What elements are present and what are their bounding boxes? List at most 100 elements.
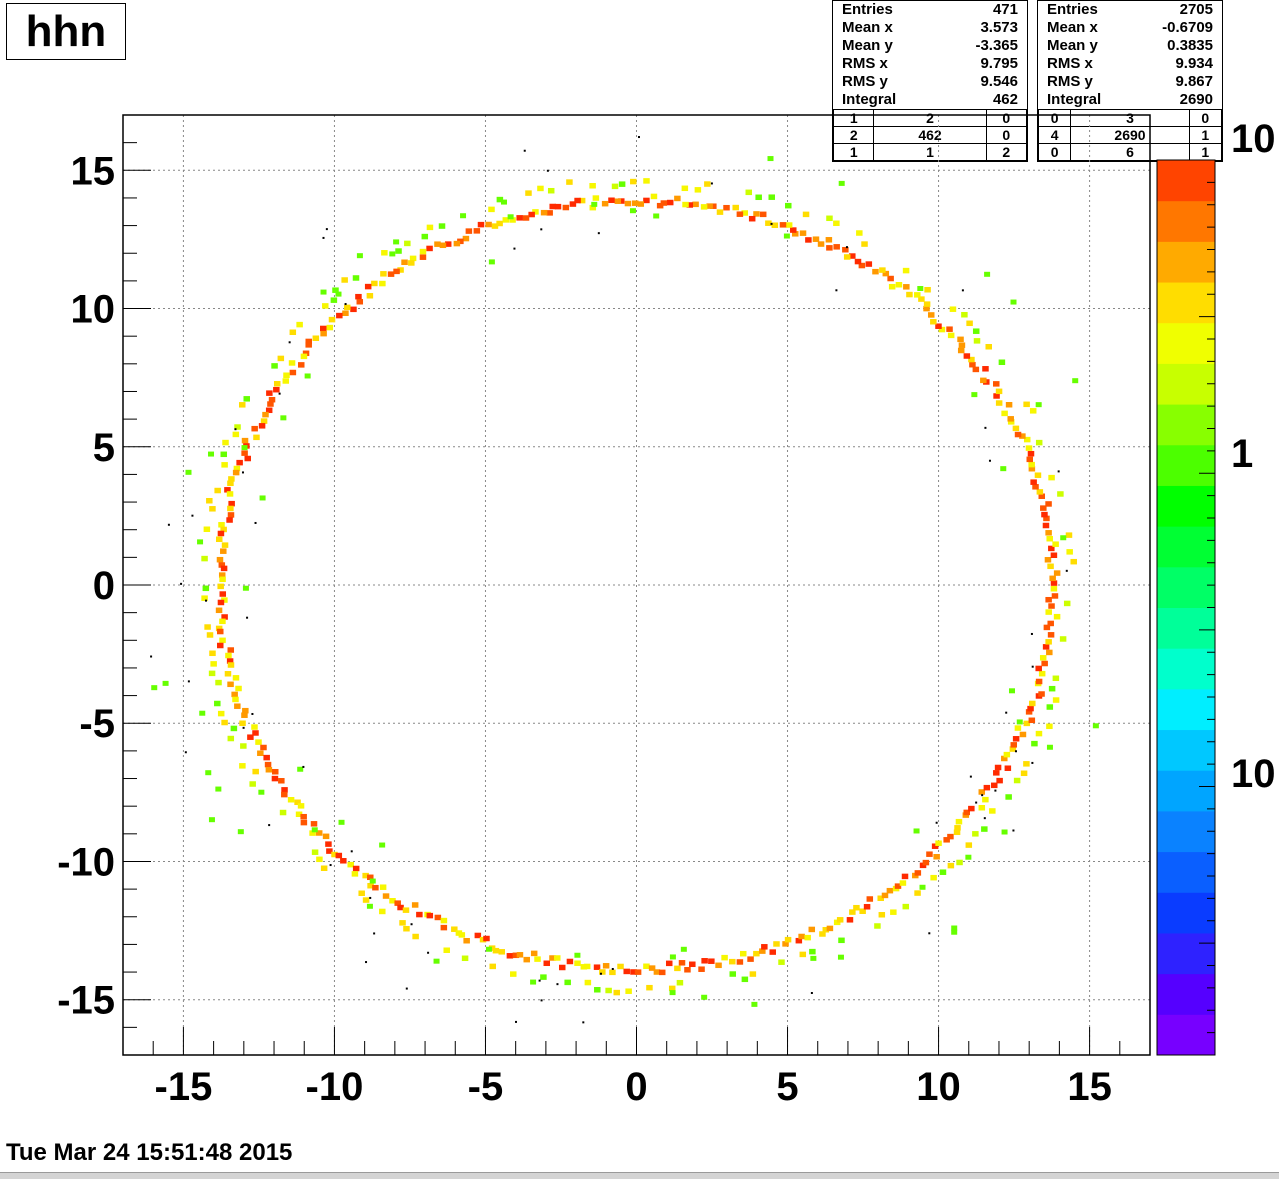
heatmap-cell bbox=[341, 277, 348, 283]
heatmap-cell bbox=[1005, 794, 1012, 800]
heatmap-cell bbox=[440, 917, 448, 924]
heatmap-cell bbox=[419, 248, 427, 255]
heatmap-cell bbox=[221, 719, 228, 726]
heatmap-cell bbox=[826, 245, 833, 251]
heatmap-cell bbox=[1008, 688, 1015, 694]
heatmap-cell bbox=[894, 883, 902, 889]
heatmap-cell bbox=[971, 392, 978, 398]
heatmap-cell bbox=[602, 963, 610, 969]
y-tick-label: 15 bbox=[71, 149, 116, 193]
heatmap-cell bbox=[1053, 570, 1061, 576]
heatmap-cell bbox=[220, 548, 227, 554]
heatmap-cell bbox=[741, 976, 749, 983]
heatmap-cell bbox=[1065, 532, 1073, 538]
heatmap-cell bbox=[311, 827, 318, 833]
heatmap-cell bbox=[220, 526, 227, 533]
heatmap-cell bbox=[1000, 466, 1007, 472]
heatmap-cell bbox=[1007, 419, 1015, 425]
stats-box-left: Entries 471 Mean x 3.573 Mean y -3.365 RMS x 9.… bbox=[832, 0, 1028, 162]
y-tick-label: -10 bbox=[57, 840, 115, 884]
heatmap-cell bbox=[580, 964, 588, 970]
heatmap-cell bbox=[180, 582, 183, 585]
heatmap-cell bbox=[282, 378, 290, 384]
heatmap-cell bbox=[785, 222, 793, 228]
heatmap-cell bbox=[761, 944, 768, 950]
heatmap-cell bbox=[991, 782, 998, 789]
heatmap-cell bbox=[924, 286, 931, 293]
heatmap-cell bbox=[611, 183, 619, 190]
heatmap-cell bbox=[978, 789, 986, 795]
heatmap-cell bbox=[765, 220, 772, 226]
heatmap-cell bbox=[206, 632, 214, 638]
heatmap-cell bbox=[982, 366, 989, 372]
heatmap-cell bbox=[833, 220, 840, 227]
heatmap-cell bbox=[226, 658, 234, 664]
heatmap-cell bbox=[320, 289, 327, 295]
colorbar-segment bbox=[1157, 404, 1215, 446]
heatmap-cell bbox=[933, 854, 940, 860]
heatmap-cell bbox=[297, 803, 305, 809]
colorbar-segment bbox=[1157, 607, 1215, 649]
heatmap-cell bbox=[411, 902, 419, 908]
heatmap-cell bbox=[510, 971, 517, 977]
stats-label: RMS x bbox=[1047, 55, 1093, 72]
heatmap-cell bbox=[1009, 746, 1017, 752]
heatmap-cell bbox=[1035, 665, 1042, 672]
heatmap-cell bbox=[332, 287, 339, 293]
heatmap-cell bbox=[1028, 465, 1036, 472]
heatmap-cell bbox=[938, 326, 946, 333]
heatmap-cell bbox=[215, 625, 223, 632]
heatmap-cell bbox=[162, 680, 169, 686]
heatmap-cell bbox=[364, 283, 372, 290]
heatmap-cell bbox=[203, 526, 211, 533]
heatmap-cell bbox=[1045, 596, 1052, 603]
heatmap-cell bbox=[336, 312, 343, 319]
y-tick-label: -5 bbox=[79, 702, 115, 746]
heatmap-cell bbox=[257, 750, 264, 756]
heatmap-cell bbox=[492, 947, 500, 954]
heatmap-cell bbox=[993, 381, 1000, 387]
heatmap-cell bbox=[1044, 557, 1052, 563]
heatmap-cell bbox=[759, 211, 767, 218]
heatmap-cell bbox=[369, 878, 376, 884]
heatmap-cell bbox=[609, 969, 616, 976]
heatmap-cell bbox=[1092, 723, 1099, 729]
heatmap-cell bbox=[356, 253, 363, 259]
heatmap-cell bbox=[523, 149, 526, 152]
heatmap-cell bbox=[790, 227, 797, 233]
heatmap-cell bbox=[262, 411, 269, 418]
heatmap-cell bbox=[358, 890, 365, 896]
heatmap-cell bbox=[935, 840, 942, 846]
heatmap-cell bbox=[219, 637, 226, 644]
heatmap-cell bbox=[678, 960, 686, 966]
heatmap-cell bbox=[281, 791, 288, 798]
heatmap-cell bbox=[1028, 461, 1035, 468]
heatmap-cell bbox=[961, 289, 964, 292]
heatmap-cell bbox=[833, 244, 840, 250]
heatmap-cell bbox=[886, 887, 894, 894]
heatmap-cell bbox=[1046, 535, 1053, 542]
x-tick-label: -10 bbox=[306, 1065, 364, 1109]
heatmap-cell bbox=[232, 675, 240, 681]
heatmap-cell bbox=[208, 817, 215, 823]
stats-grid-cell: 2 bbox=[985, 143, 1028, 161]
heatmap-cell bbox=[1030, 479, 1037, 485]
heatmap-cell bbox=[387, 271, 395, 277]
heatmap-cell bbox=[278, 392, 281, 395]
heatmap-cell bbox=[1041, 511, 1048, 518]
stats-grid-cell: 0 bbox=[1037, 143, 1072, 161]
heatmap-cell bbox=[669, 954, 676, 960]
heatmap-cell bbox=[558, 964, 566, 971]
heatmap-cell bbox=[463, 937, 470, 944]
heatmap-cell bbox=[231, 691, 238, 698]
heatmap-cell bbox=[882, 270, 890, 277]
heatmap-cell bbox=[312, 335, 320, 341]
heatmap-cell bbox=[209, 650, 216, 657]
heatmap-cell bbox=[968, 356, 975, 363]
heatmap-cell bbox=[233, 465, 241, 472]
heatmap-cell bbox=[881, 892, 889, 899]
heatmap-cell bbox=[302, 765, 305, 768]
heatmap-cell bbox=[947, 862, 955, 869]
heatmap-cell bbox=[264, 761, 272, 768]
